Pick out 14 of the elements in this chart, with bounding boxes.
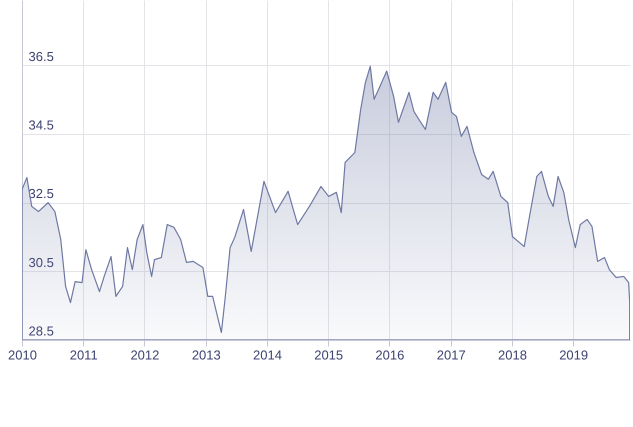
x-tick-label: 2016 (375, 348, 404, 362)
x-tick-label: 2015 (314, 348, 344, 362)
y-tick-label: 30.5 (28, 254, 54, 270)
x-tick-label: 2010 (8, 348, 37, 362)
x-tick-label: 2011 (70, 348, 98, 362)
y-tick-label: 34.5 (28, 117, 54, 132)
x-tick-label: 2017 (436, 348, 466, 362)
y-tick-label: 28.5 (28, 324, 54, 338)
x-tick-label: 2019 (559, 348, 588, 362)
x-tick-label: 2018 (498, 348, 527, 362)
x-tick-label: 2013 (192, 348, 221, 362)
y-tick-label: 36.5 (28, 48, 54, 64)
x-tick-label: 2014 (253, 348, 282, 362)
x-tick-label: 2012 (130, 348, 160, 362)
